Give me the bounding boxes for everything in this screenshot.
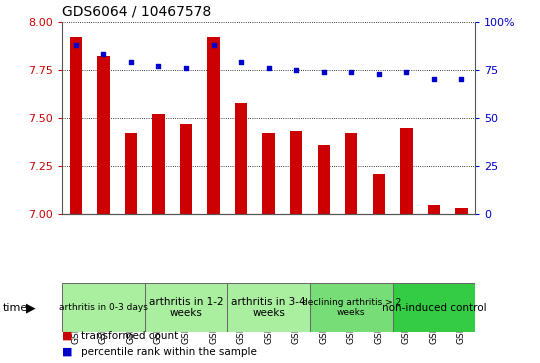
Bar <box>62 283 145 332</box>
Bar <box>262 133 275 214</box>
Text: GSM1498295: GSM1498295 <box>237 283 246 344</box>
Text: GSM1498293: GSM1498293 <box>181 283 191 344</box>
Point <box>374 71 383 77</box>
Text: time: time <box>3 303 28 313</box>
Bar <box>145 283 227 332</box>
Text: GSM1498291: GSM1498291 <box>126 283 136 344</box>
Bar <box>97 56 110 214</box>
Text: GSM1498290: GSM1498290 <box>99 283 108 344</box>
Bar <box>70 37 82 214</box>
Text: GSM1498297: GSM1498297 <box>292 283 301 344</box>
Text: GSM1498302: GSM1498302 <box>429 283 438 344</box>
Bar <box>345 133 357 214</box>
Text: GSM1498298: GSM1498298 <box>319 283 328 344</box>
Point <box>154 63 163 69</box>
Point <box>210 42 218 48</box>
Bar <box>373 174 385 214</box>
Text: GSM1498296: GSM1498296 <box>264 283 273 344</box>
Text: GSM1498294: GSM1498294 <box>209 283 218 343</box>
Text: transformed count: transformed count <box>81 331 178 341</box>
Bar <box>455 208 468 214</box>
Bar <box>290 131 302 214</box>
Text: percentile rank within the sample: percentile rank within the sample <box>81 347 257 357</box>
Point <box>429 77 438 82</box>
Bar <box>152 114 165 214</box>
Bar <box>125 133 137 214</box>
Text: GSM1498289: GSM1498289 <box>71 283 80 344</box>
Bar <box>227 283 310 332</box>
Text: GSM1498303: GSM1498303 <box>457 283 466 344</box>
Text: GSM1498301: GSM1498301 <box>402 283 411 344</box>
Bar <box>318 145 330 214</box>
Point <box>319 69 328 75</box>
Bar <box>428 205 440 214</box>
Text: GSM1498300: GSM1498300 <box>374 283 383 344</box>
Point <box>265 65 273 71</box>
Bar <box>310 283 393 332</box>
Point <box>126 59 135 65</box>
Bar <box>180 124 192 214</box>
Bar <box>207 37 220 214</box>
Text: GSM1498299: GSM1498299 <box>347 283 356 344</box>
Text: ▶: ▶ <box>26 301 36 314</box>
Point <box>347 69 355 75</box>
Point <box>457 77 465 82</box>
Point <box>292 67 300 73</box>
Text: declining arthritis > 2
weeks: declining arthritis > 2 weeks <box>302 298 401 317</box>
Point <box>402 69 410 75</box>
Text: ■: ■ <box>62 347 72 357</box>
Point <box>99 52 108 57</box>
Text: GSM1498292: GSM1498292 <box>154 283 163 343</box>
Text: GDS6064 / 10467578: GDS6064 / 10467578 <box>62 4 211 18</box>
Bar <box>393 283 475 332</box>
Text: arthritis in 0-3 days: arthritis in 0-3 days <box>59 303 148 312</box>
Point <box>71 42 80 48</box>
Text: non-induced control: non-induced control <box>382 303 486 313</box>
Bar <box>400 128 413 214</box>
Point <box>181 65 190 71</box>
Text: arthritis in 1-2
weeks: arthritis in 1-2 weeks <box>148 297 224 318</box>
Text: arthritis in 3-4
weeks: arthritis in 3-4 weeks <box>231 297 306 318</box>
Bar <box>235 103 247 214</box>
Point <box>237 59 245 65</box>
Text: ■: ■ <box>62 331 72 341</box>
